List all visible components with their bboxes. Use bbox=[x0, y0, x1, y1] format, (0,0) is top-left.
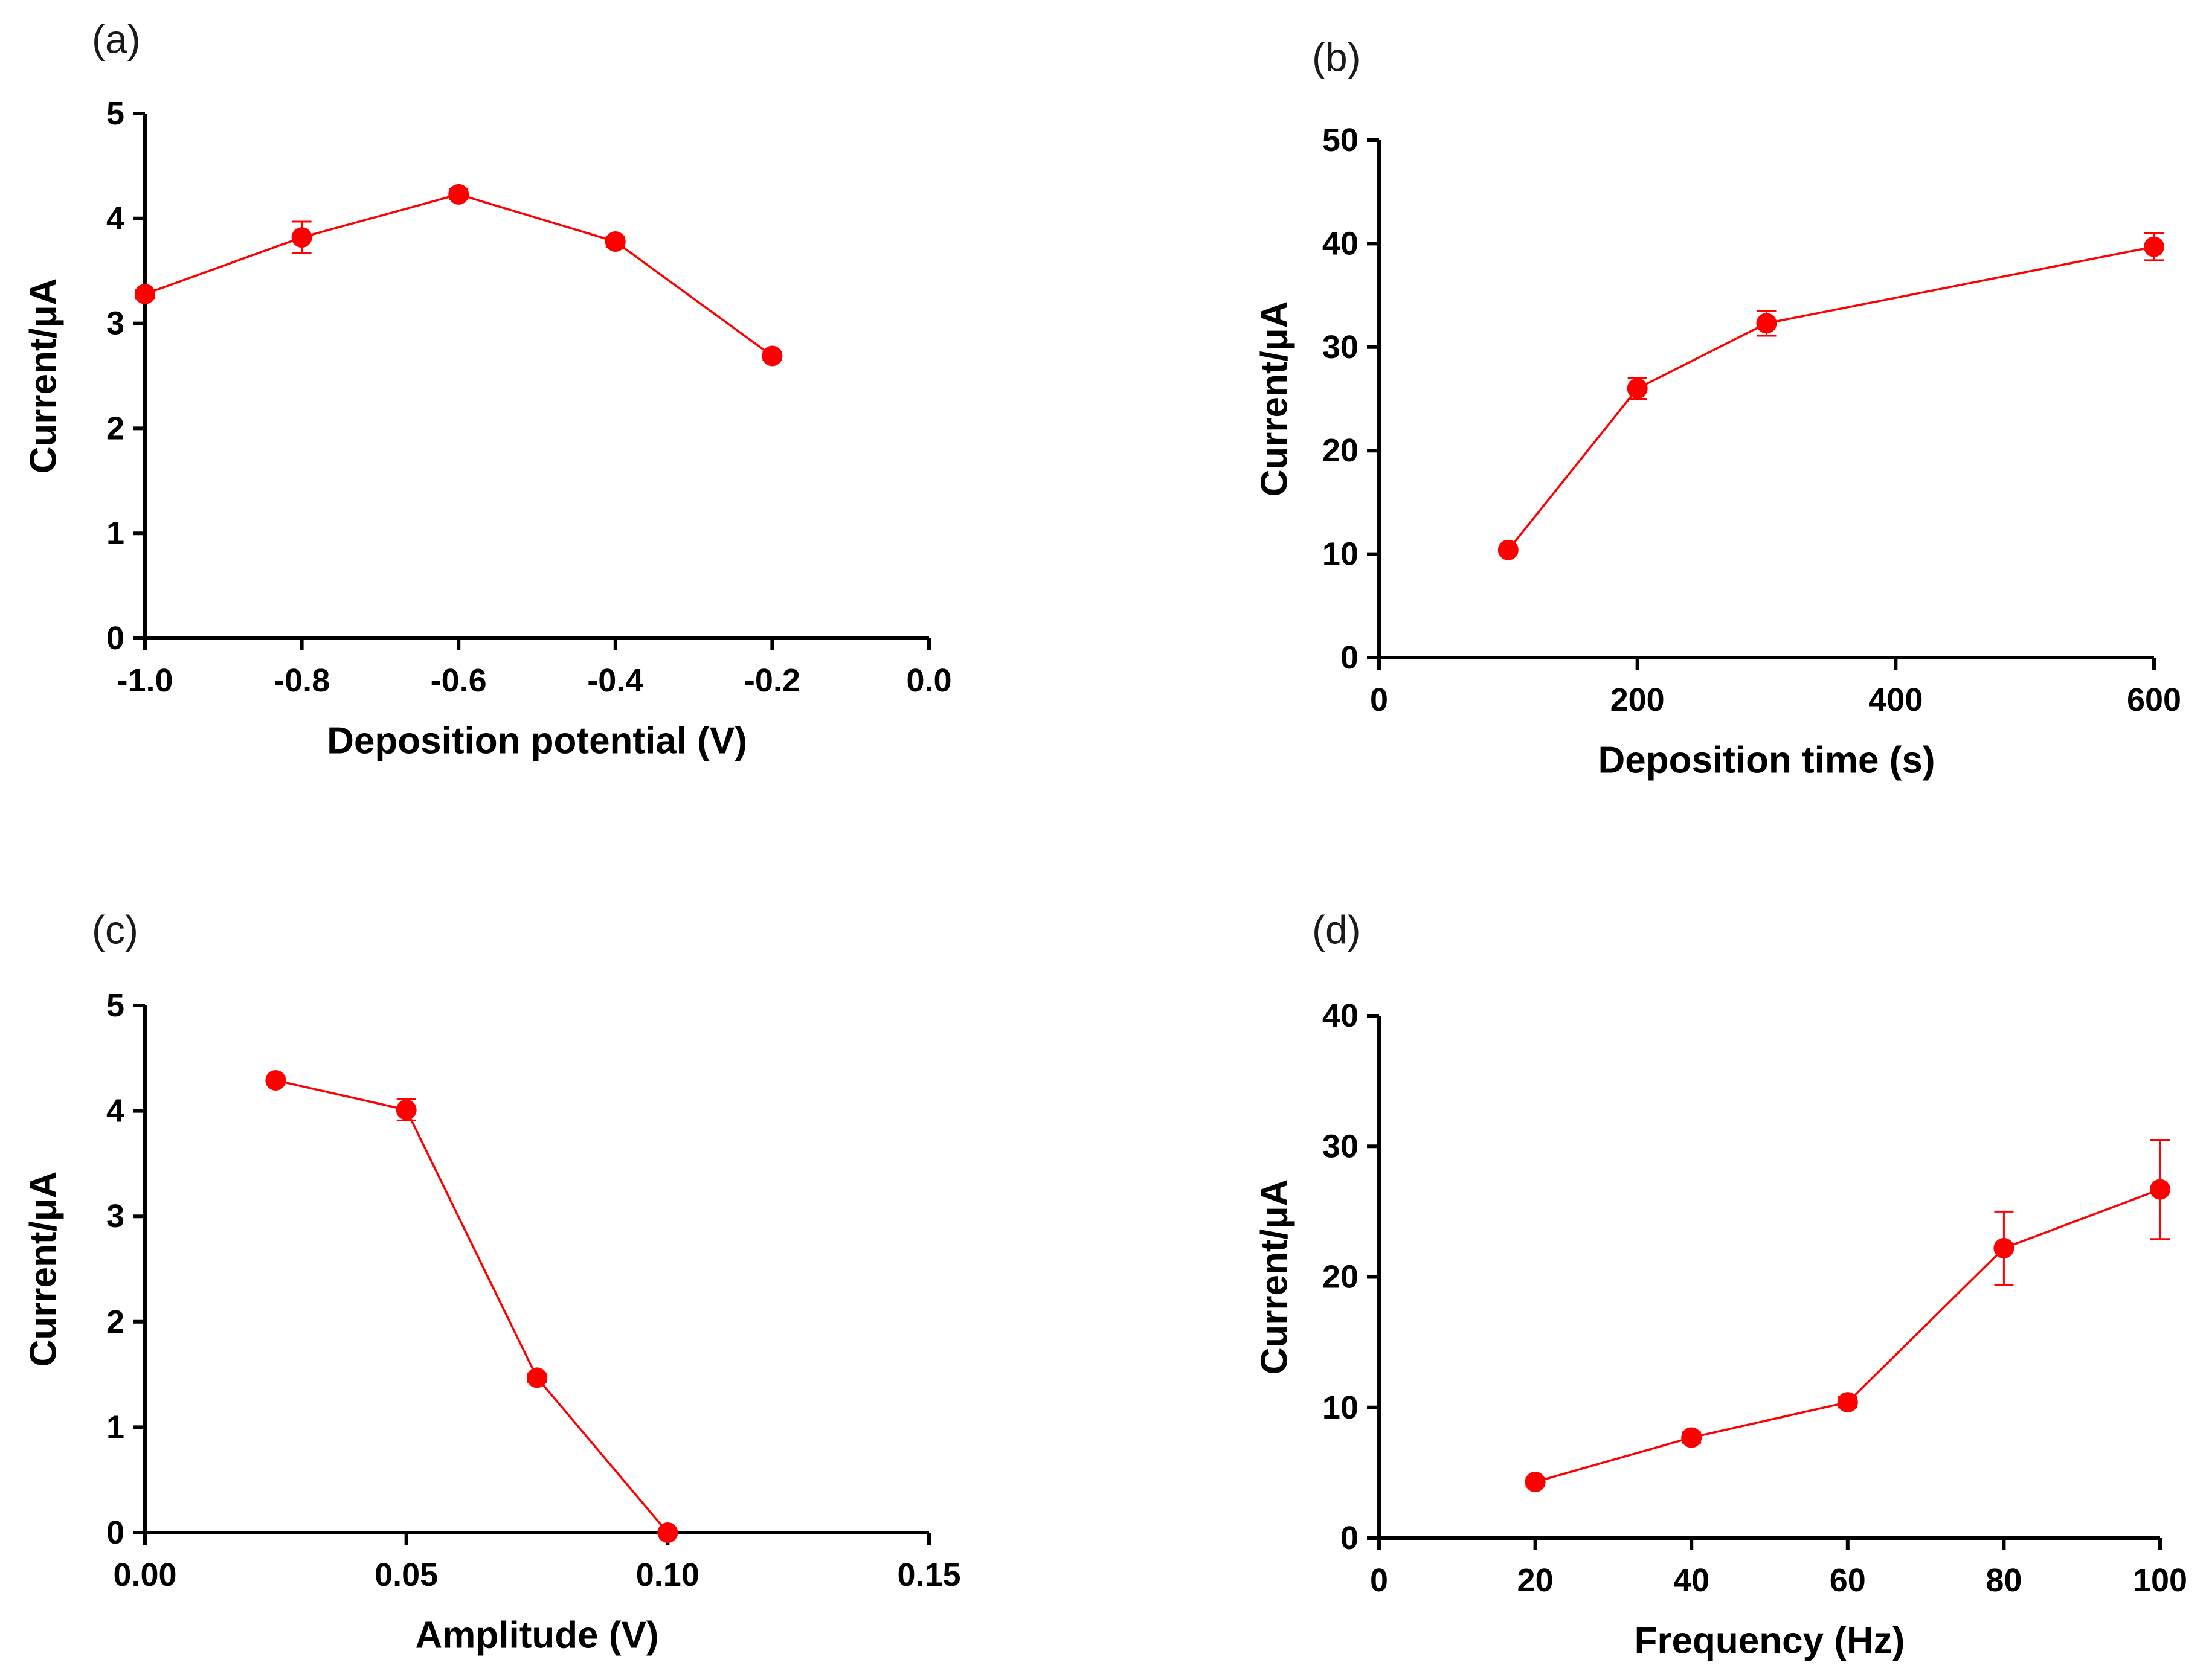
y-axis-title: Current/μA bbox=[23, 1172, 65, 1367]
x-tick-label: 20 bbox=[1517, 1562, 1554, 1598]
y-tick-label: 2 bbox=[106, 410, 124, 446]
x-tick-label: 200 bbox=[1610, 682, 1665, 718]
x-tick-label: 0.10 bbox=[636, 1557, 699, 1593]
series-current bbox=[135, 184, 783, 367]
x-tick-label: 0.00 bbox=[113, 1557, 176, 1593]
y-tick-label: 50 bbox=[1322, 122, 1359, 158]
data-point bbox=[448, 184, 469, 205]
y-tick-label: 2 bbox=[106, 1304, 124, 1340]
data-point bbox=[605, 231, 626, 252]
data-point bbox=[265, 1069, 286, 1091]
data-point bbox=[1756, 313, 1777, 334]
x-tick-label: 0.0 bbox=[906, 662, 951, 699]
y-axis-title: Current/μA bbox=[1254, 301, 1296, 497]
data-point bbox=[1497, 539, 1519, 560]
chart-panel-3: (c) 0 1 2 3 4 5 0.00 0.05 0.10 0.15 Amplitude (V) Cu… bbox=[23, 907, 961, 1656]
y-tick-label: 4 bbox=[106, 200, 124, 237]
chart-panel-2: (b) 0 10 20 30 40 50 0 200 400 600 Deposition time … bbox=[1254, 34, 2182, 781]
series-current bbox=[1525, 1138, 2170, 1493]
data-point bbox=[1681, 1427, 1702, 1448]
data-point bbox=[527, 1367, 547, 1388]
x-tick-label: -1.0 bbox=[117, 662, 173, 699]
x-tick-label: 40 bbox=[1673, 1562, 1709, 1598]
y-tick-label: 0 bbox=[106, 620, 124, 656]
y-tick-label: 3 bbox=[106, 306, 124, 342]
x-axis-title: Deposition time (s) bbox=[1598, 740, 1935, 781]
y-axis-title: Current/μA bbox=[23, 278, 65, 474]
x-axis-title: Frequency (Hz) bbox=[1635, 1620, 1905, 1662]
series-line bbox=[1535, 1188, 2161, 1483]
y-tick-label: 30 bbox=[1322, 1128, 1359, 1164]
y-tick-label: 3 bbox=[106, 1198, 124, 1234]
x-axis-title: Amplitude (V) bbox=[416, 1615, 659, 1656]
data-point bbox=[396, 1099, 417, 1120]
y-tick-label: 1 bbox=[106, 1409, 124, 1445]
panel-label: (c) bbox=[92, 907, 138, 952]
data-point bbox=[2144, 236, 2164, 257]
series-line bbox=[1507, 245, 2155, 551]
y-tick-label: 4 bbox=[106, 1093, 124, 1129]
data-point bbox=[2150, 1179, 2170, 1200]
panel-label: (b) bbox=[1312, 34, 1361, 79]
y-axis-title: Current/μA bbox=[1254, 1179, 1296, 1375]
y-tick-label: 0 bbox=[1340, 640, 1359, 676]
data-point bbox=[1627, 378, 1648, 399]
x-tick-label: 0.15 bbox=[897, 1557, 960, 1593]
x-tick-label: -0.6 bbox=[431, 662, 487, 699]
y-tick-label: 10 bbox=[1322, 1390, 1359, 1426]
series-line bbox=[275, 1079, 669, 1534]
x-tick-label: 0 bbox=[1370, 682, 1388, 718]
data-point bbox=[291, 227, 312, 248]
x-tick-label: -0.4 bbox=[587, 662, 643, 699]
chart-panel-1: (a) 0 1 2 3 4 5 -1.0 -0.8 -0.6 -0.4 -0.2 0.0 Depositi… bbox=[23, 16, 952, 761]
data-point bbox=[1525, 1472, 1546, 1493]
y-tick-label: 30 bbox=[1322, 329, 1359, 365]
x-axis-title: Deposition potential (V) bbox=[327, 720, 747, 762]
x-tick-label: 0 bbox=[1370, 1562, 1388, 1598]
panel-label: (a) bbox=[92, 16, 141, 61]
y-tick-label: 5 bbox=[106, 95, 124, 132]
x-tick-label: -0.2 bbox=[744, 662, 800, 699]
panel-label: (d) bbox=[1312, 907, 1361, 952]
data-point bbox=[1837, 1392, 1858, 1413]
data-point bbox=[762, 345, 783, 367]
y-tick-label: 0 bbox=[106, 1515, 124, 1551]
data-point bbox=[135, 283, 155, 304]
y-tick-label: 20 bbox=[1322, 432, 1359, 469]
x-tick-label: 80 bbox=[1986, 1562, 2022, 1598]
data-point bbox=[1993, 1237, 2014, 1258]
y-tick-label: 0 bbox=[1340, 1520, 1359, 1556]
x-tick-label: -0.8 bbox=[274, 662, 330, 699]
series-current bbox=[1497, 232, 2164, 560]
series-line bbox=[144, 193, 773, 357]
y-tick-label: 5 bbox=[106, 987, 124, 1024]
y-tick-label: 10 bbox=[1322, 536, 1359, 572]
x-tick-label: 0.05 bbox=[375, 1557, 438, 1593]
y-tick-label: 40 bbox=[1322, 225, 1359, 261]
data-point bbox=[657, 1522, 678, 1543]
x-tick-label: 60 bbox=[1830, 1562, 1866, 1598]
y-tick-label: 1 bbox=[106, 515, 124, 551]
x-tick-label: 600 bbox=[2127, 682, 2181, 718]
x-tick-label: 400 bbox=[1868, 682, 1923, 718]
series-current bbox=[265, 1069, 678, 1543]
y-tick-label: 20 bbox=[1322, 1259, 1359, 1295]
chart-panel-4: (d) 0 10 20 30 40 0 20 40 60 80 100 Frequency (Hz) Cu… bbox=[1254, 907, 2188, 1661]
x-tick-label: 100 bbox=[2133, 1562, 2187, 1598]
y-tick-label: 40 bbox=[1322, 998, 1359, 1034]
